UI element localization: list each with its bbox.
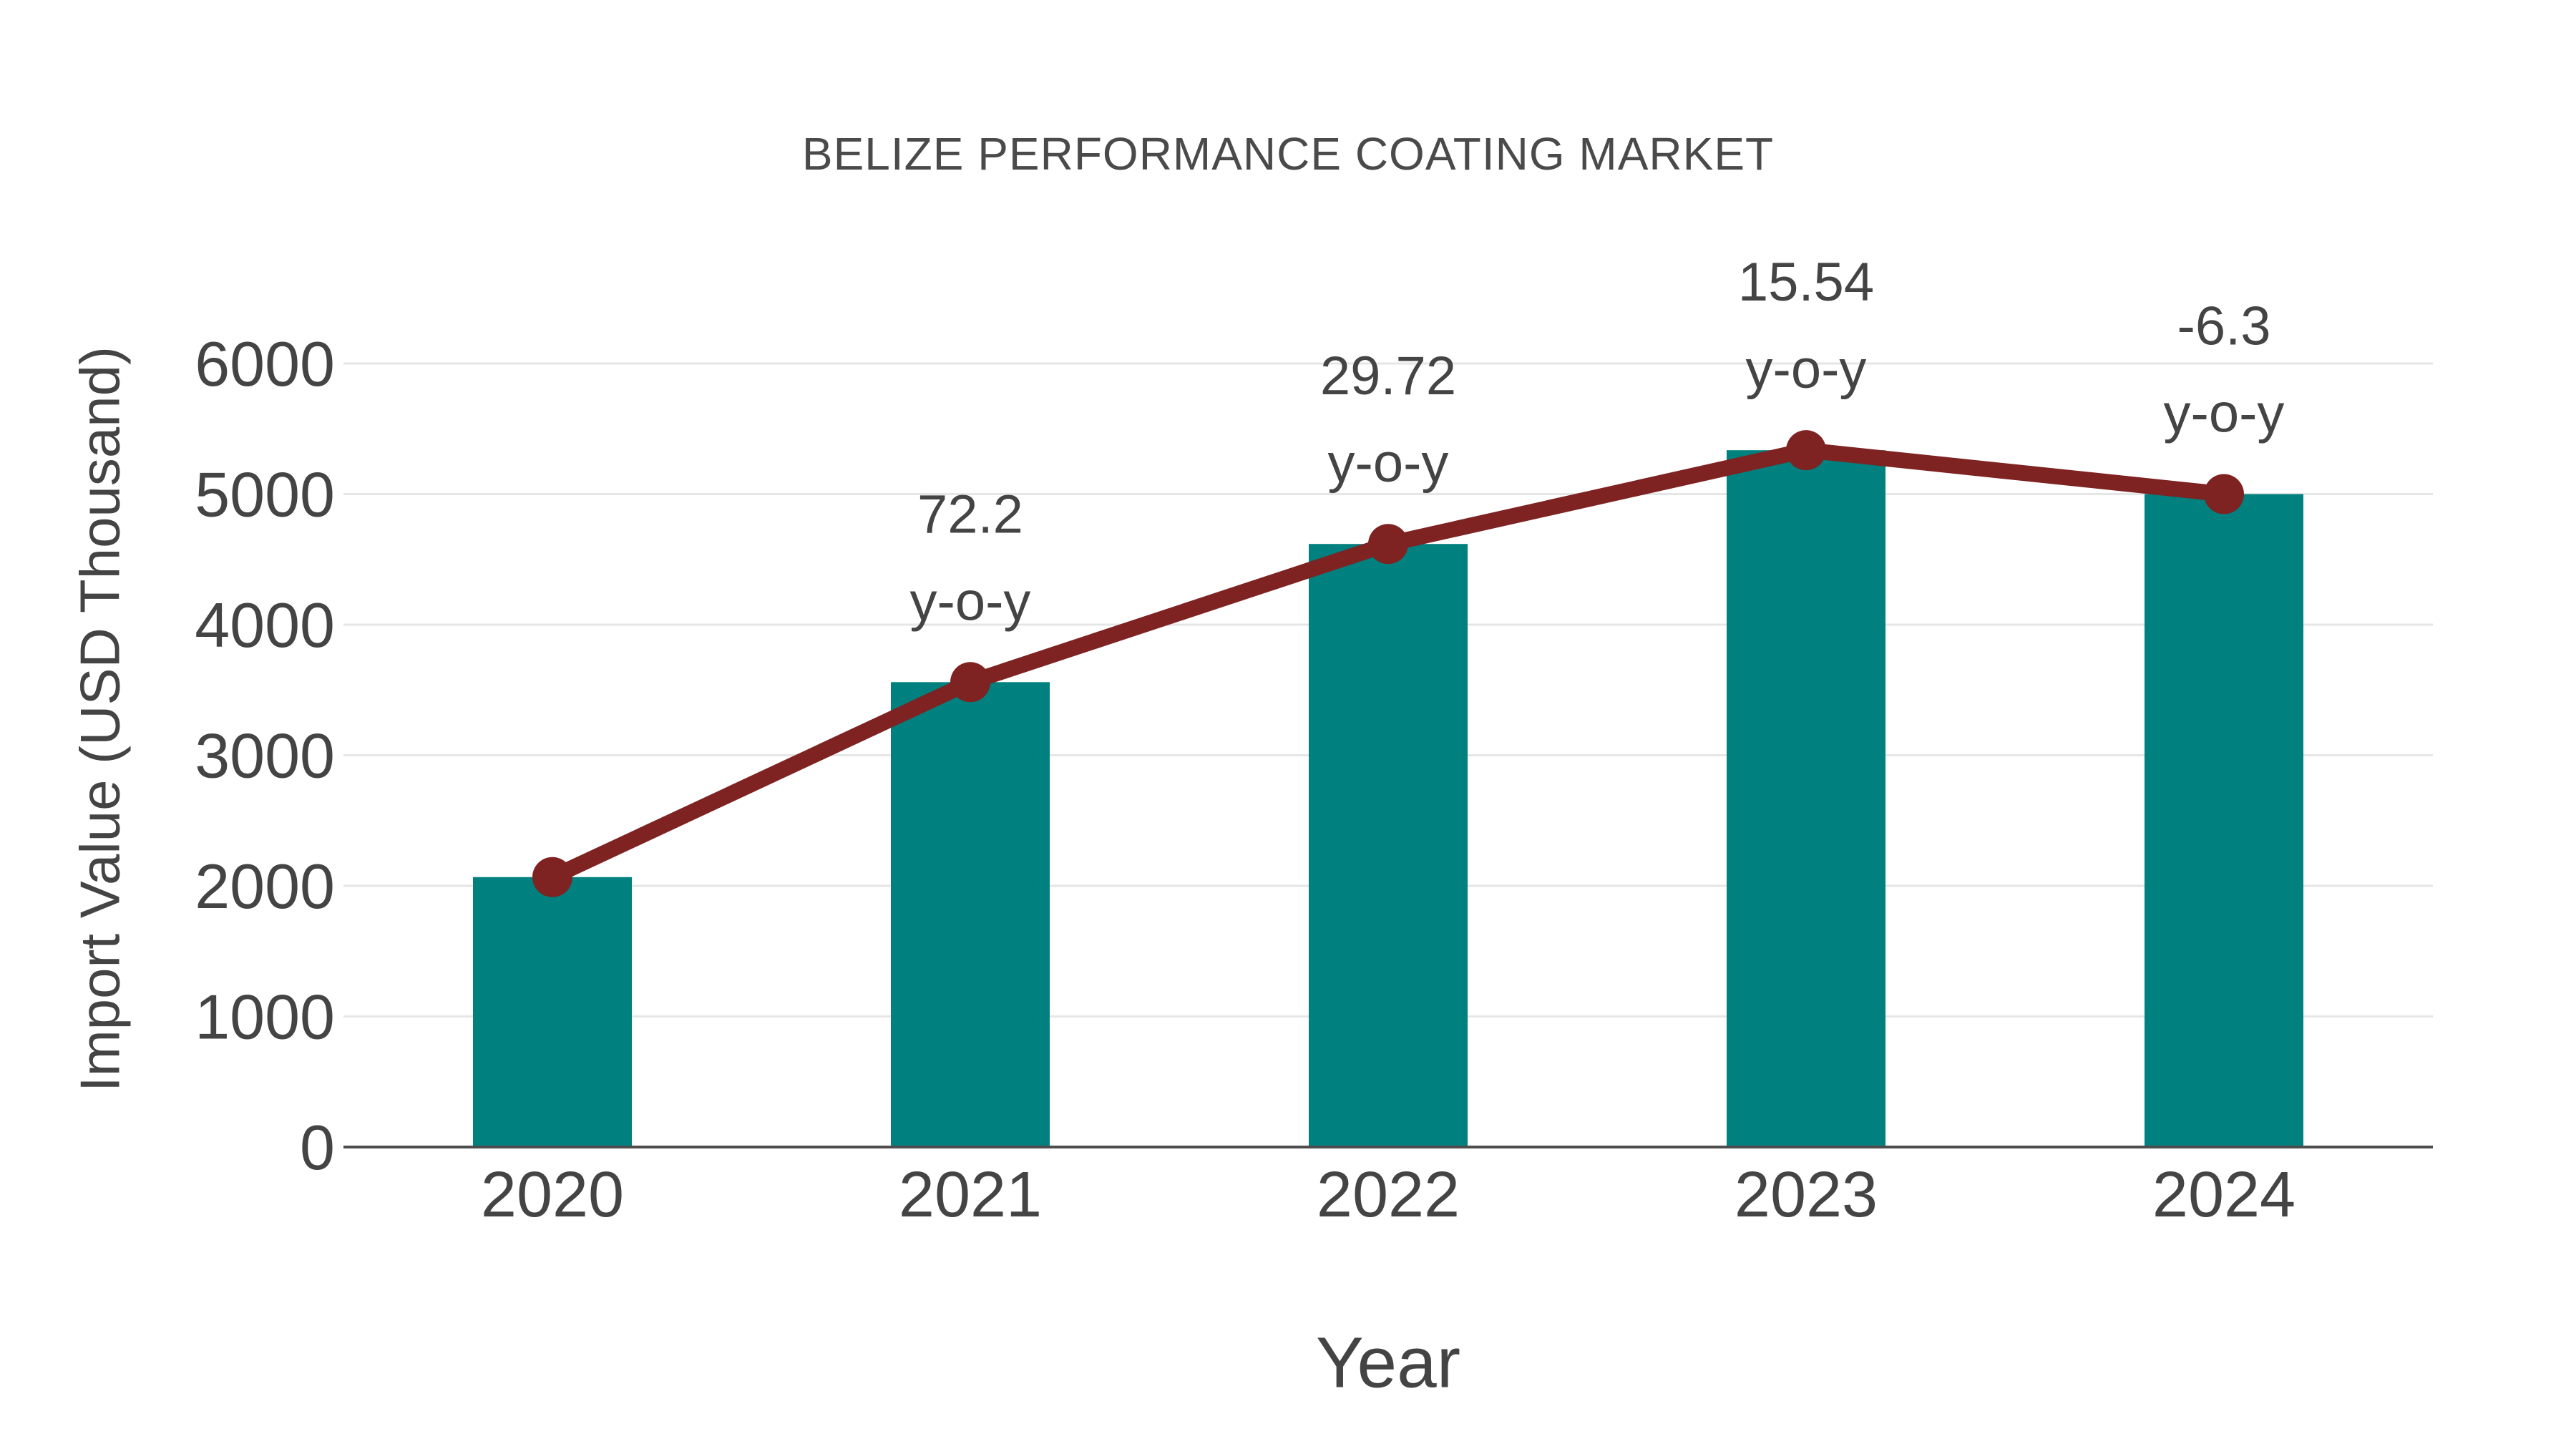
x-tick-label-2020: 2020: [481, 1159, 624, 1231]
yoy-annotation-value-2023: 15.54: [1738, 252, 1874, 313]
x-tick-label-2024: 2024: [2152, 1159, 2296, 1231]
import-value-bar-2021[interactable]: [891, 682, 1050, 1147]
x-axis-title: Year: [1315, 1322, 1461, 1403]
yoy-annotation-value-2024: -6.3: [2177, 296, 2271, 357]
yoy-annotation-value-2022: 29.72: [1320, 346, 1456, 406]
yoy-annotation-suffix-2023: y-o-y: [1746, 339, 1867, 400]
yoy-marker-2022[interactable]: [1368, 524, 1408, 565]
yoy-marker-2023[interactable]: [1786, 430, 1826, 471]
import-value-bar-2022[interactable]: [1309, 544, 1468, 1147]
y-tick-label: 4000: [195, 590, 335, 660]
yoy-marker-2020[interactable]: [532, 857, 572, 897]
chart-title: BELIZE PERFORMANCE COATING MARKET: [801, 128, 1775, 180]
y-tick-label: 1000: [195, 982, 335, 1053]
yoy-annotation-suffix-2024: y-o-y: [2164, 384, 2285, 444]
import-value-bar-2023[interactable]: [1727, 450, 1885, 1147]
y-tick-label: 5000: [195, 459, 335, 530]
yoy-annotation-suffix-2021: y-o-y: [910, 571, 1031, 632]
yoy-marker-2024[interactable]: [2204, 474, 2244, 514]
import-value-bar-2020[interactable]: [473, 877, 632, 1147]
y-tick-label: 3000: [195, 721, 335, 791]
x-tick-label-2023: 2023: [1735, 1159, 1878, 1231]
x-tick-label-2021: 2021: [899, 1159, 1042, 1231]
y-tick-label: 6000: [195, 328, 335, 399]
yoy-marker-2021[interactable]: [950, 662, 990, 703]
y-tick-label: 2000: [195, 851, 335, 922]
yoy-annotation-value-2021: 72.2: [917, 484, 1023, 545]
import-value-bar-2024[interactable]: [2145, 494, 2303, 1148]
x-tick-label-2022: 2022: [1317, 1159, 1460, 1231]
y-tick-label: 0: [300, 1112, 335, 1183]
yoy-annotation-suffix-2022: y-o-y: [1328, 433, 1449, 494]
